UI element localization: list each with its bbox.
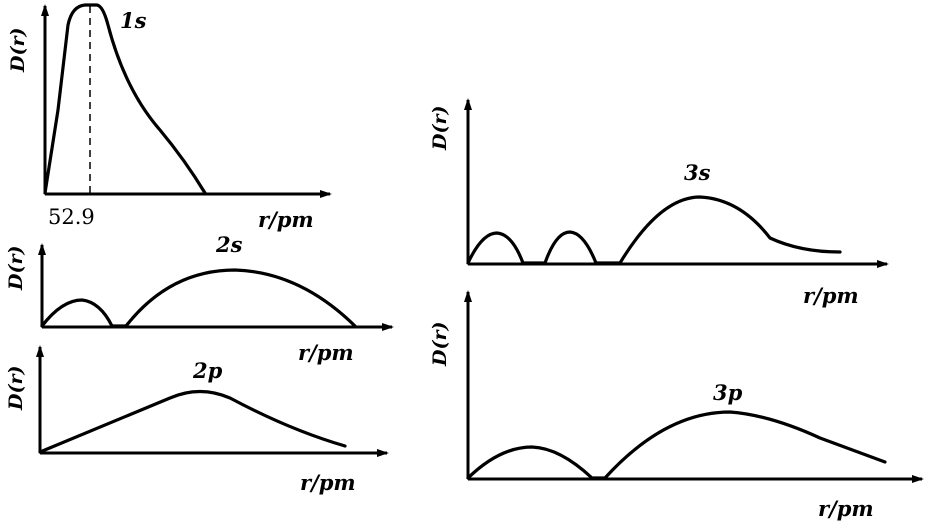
peak-value-label: 52.9: [48, 205, 95, 229]
curve-3s: [466, 195, 842, 265]
curve-3p: [466, 410, 887, 480]
panel-3p: D(r) 3p r/pm: [429, 290, 924, 521]
panel-1s: D(r) 1s 52.9 r/pm: [7, 3, 332, 232]
y-label: D(r): [7, 28, 29, 73]
y-label: D(r): [429, 106, 451, 151]
orbital-label: 2p: [192, 358, 223, 383]
panel-2p: D(r) 2p r/pm: [5, 345, 389, 495]
orbital-label: 2s: [215, 232, 243, 257]
x-label: r/pm: [298, 340, 354, 365]
orbital-label: 3p: [713, 380, 743, 405]
y-label: D(r): [429, 322, 451, 367]
curve-1s: [43, 3, 207, 195]
panel-3s: D(r) 3s r/pm: [429, 98, 889, 308]
orbital-label: 1s: [120, 8, 147, 33]
x-label: r/pm: [300, 470, 356, 495]
x-label: r/pm: [258, 207, 314, 232]
x-label: r/pm: [818, 496, 874, 521]
curve-2s: [40, 268, 357, 328]
panel-2s: D(r) 2s r/pm: [5, 232, 394, 365]
orbital-label: 3s: [684, 160, 711, 185]
curve-2p: [38, 389, 347, 454]
y-label: D(r): [5, 246, 27, 291]
x-label: r/pm: [803, 283, 859, 308]
y-label: D(r): [5, 366, 27, 411]
